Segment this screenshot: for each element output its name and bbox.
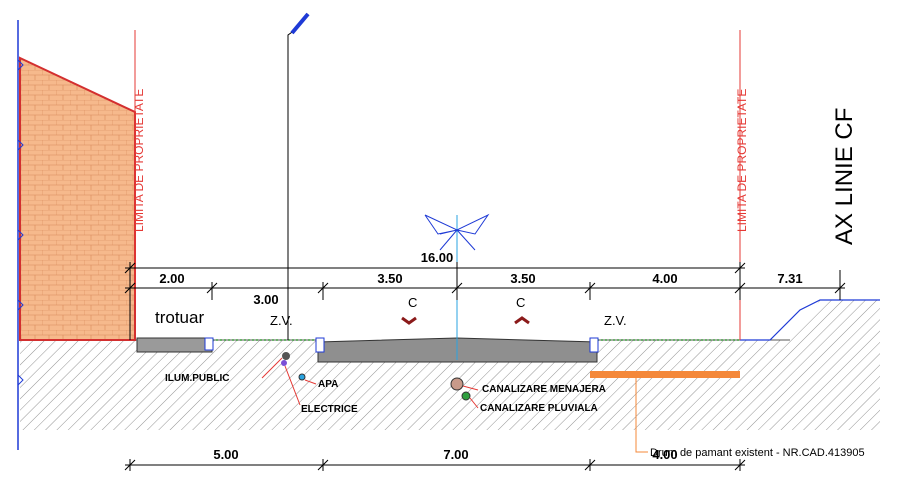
lamp-head xyxy=(290,12,310,35)
dimension: 7.00 xyxy=(443,447,468,462)
utility-pipe xyxy=(281,360,287,366)
axis-label: AX LINIE CF xyxy=(831,108,858,245)
brick-wall xyxy=(19,56,136,341)
slope-arrow xyxy=(401,316,417,325)
curb xyxy=(589,337,599,353)
lamp-pole xyxy=(287,13,309,340)
utility-label: ILUM.PUBLIC xyxy=(165,373,229,384)
curb xyxy=(315,337,325,353)
dimension: 4.00 xyxy=(652,447,677,462)
utility-pipe xyxy=(282,352,290,360)
utility-pipe xyxy=(298,373,306,381)
dimension: 7.31 xyxy=(777,271,802,286)
soil xyxy=(20,299,880,430)
note-leader xyxy=(635,378,648,453)
zone-label: C xyxy=(408,295,417,310)
dimension-lines xyxy=(124,262,846,471)
slope-arrow xyxy=(514,316,530,325)
dimension: 16.00 xyxy=(421,250,454,265)
utility-label: CANALIZARE PLUVIALA xyxy=(480,403,598,414)
dimension: 3.00 xyxy=(253,292,278,307)
note: Drum de pamant existent - NR.CAD.413905 xyxy=(650,447,865,459)
property-limit-label: LIMITA DE PROPRIETATE xyxy=(735,89,749,232)
utility-pipe xyxy=(461,391,471,401)
dimension: 4.00 xyxy=(652,271,677,286)
wall-marks xyxy=(17,59,24,386)
zone-label: Z.V. xyxy=(270,313,293,328)
dimension: 2.00 xyxy=(159,271,184,286)
sidewalk-slab xyxy=(136,337,213,353)
dirt-road xyxy=(590,371,740,378)
leader-lines xyxy=(261,357,479,409)
zone-label: Z.V. xyxy=(604,313,627,328)
utility-label: CANALIZARE MENAJERA xyxy=(482,384,606,395)
utility-pipe xyxy=(450,377,464,391)
dimension: 3.50 xyxy=(377,271,402,286)
dimension: 3.50 xyxy=(510,271,535,286)
utility-label: ELECTRICE xyxy=(301,404,358,415)
curb xyxy=(204,337,214,351)
utility-label: APA xyxy=(318,379,338,390)
dimension: 5.00 xyxy=(213,447,238,462)
property-limit-label: LIMITA DE PROPRIETATE xyxy=(132,89,146,232)
axis-symbol xyxy=(424,213,490,251)
zone-label: trotuar xyxy=(155,308,204,327)
zone-label: C xyxy=(516,295,525,310)
